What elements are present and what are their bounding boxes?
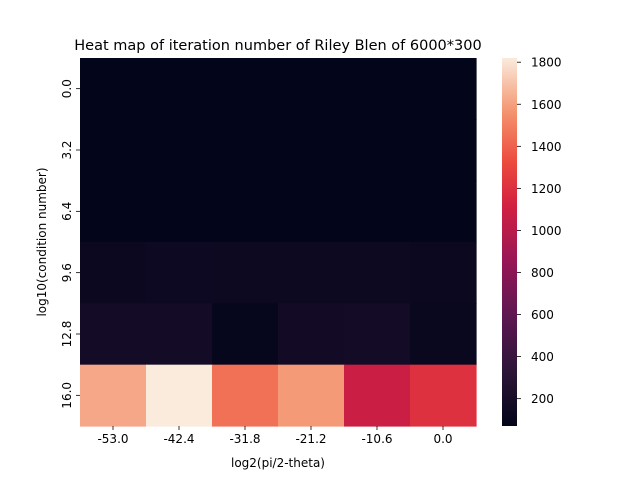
heatmap-cell	[146, 303, 213, 366]
colorbar-tick-label: 1400	[531, 140, 562, 154]
x-tick-label: 0.0	[433, 432, 452, 446]
heatmap-cell	[344, 303, 411, 366]
x-tick-label: -53.0	[97, 432, 128, 446]
heatmap-cell	[278, 242, 345, 304]
heatmap-cell	[278, 303, 345, 366]
heatmap-cell	[410, 303, 477, 366]
colorbar-tick-label: 400	[531, 350, 554, 364]
heatmap-cell	[344, 242, 411, 304]
x-tick-label: -21.2	[295, 432, 326, 446]
heatmap-cell	[344, 58, 411, 120]
heatmap-cell	[146, 242, 213, 304]
x-tick-label: -10.6	[361, 432, 392, 446]
heatmap-cell	[410, 180, 477, 243]
heatmap-cell	[80, 303, 147, 366]
x-axis-ticks: -53.0 -42.4 -31.8 -21.2 -10.6 0.0	[97, 426, 453, 446]
heatmap-cell	[80, 180, 147, 243]
y-axis-ticks: 0.0 3.2 6.4 9.6 12.8 16.0	[60, 79, 80, 409]
heatmap-cell	[212, 364, 279, 427]
heatmap-cell	[410, 58, 477, 120]
heatmap-cell	[344, 180, 411, 243]
heatmap-cell	[212, 58, 279, 120]
colorbar-tick-label: 1000	[531, 224, 562, 238]
heatmap-cell	[146, 364, 213, 427]
y-tick-label: 9.6	[60, 263, 74, 282]
colorbar-tick-label: 1200	[531, 182, 562, 196]
heatmap-cell	[80, 119, 147, 182]
heatmap-cell	[410, 119, 477, 182]
heatmap-cell	[278, 58, 345, 120]
heatmap-cell	[212, 303, 279, 366]
y-axis-label: log10(condition number)	[35, 167, 49, 316]
heatmap-cell	[212, 180, 279, 243]
heatmap-cells	[80, 58, 477, 427]
y-tick-label: 6.4	[60, 202, 74, 221]
colorbar	[502, 58, 517, 426]
heatmap-cell	[146, 180, 213, 243]
chart-title: Heat map of iteration number of Riley Bl…	[74, 38, 481, 54]
heatmap-cell	[344, 119, 411, 182]
heatmap-cell	[212, 119, 279, 182]
y-tick-label: 0.0	[60, 79, 74, 98]
y-tick-label: 3.2	[60, 140, 74, 159]
heatmap-cell	[146, 58, 213, 120]
heatmap-cell	[80, 364, 147, 427]
y-tick-label: 12.8	[60, 321, 74, 348]
heatmap-cell	[80, 242, 147, 304]
heatmap-cell	[344, 364, 411, 427]
colorbar-tick-label: 1600	[531, 98, 562, 112]
x-axis-label: log2(pi/2-theta)	[231, 456, 325, 470]
heatmap-cell	[146, 119, 213, 182]
x-tick-label: -42.4	[163, 432, 194, 446]
colorbar-tick-label: 800	[531, 266, 554, 280]
colorbar-tick-label: 200	[531, 392, 554, 406]
heatmap-cell	[278, 364, 345, 427]
heatmap-cell	[278, 180, 345, 243]
heatmap-cell	[410, 364, 477, 427]
colorbar-ticks: 200 400 600 800 1000 1200 1400 1600 1800	[517, 56, 562, 406]
heatmap-cell	[278, 119, 345, 182]
colorbar-tick-label: 1800	[531, 56, 562, 70]
heatmap-cell	[410, 242, 477, 304]
heatmap-cell	[212, 242, 279, 304]
y-tick-label: 16.0	[60, 382, 74, 409]
colorbar-tick-label: 600	[531, 308, 554, 322]
heatmap-cell	[80, 58, 147, 120]
x-tick-label: -31.8	[229, 432, 260, 446]
